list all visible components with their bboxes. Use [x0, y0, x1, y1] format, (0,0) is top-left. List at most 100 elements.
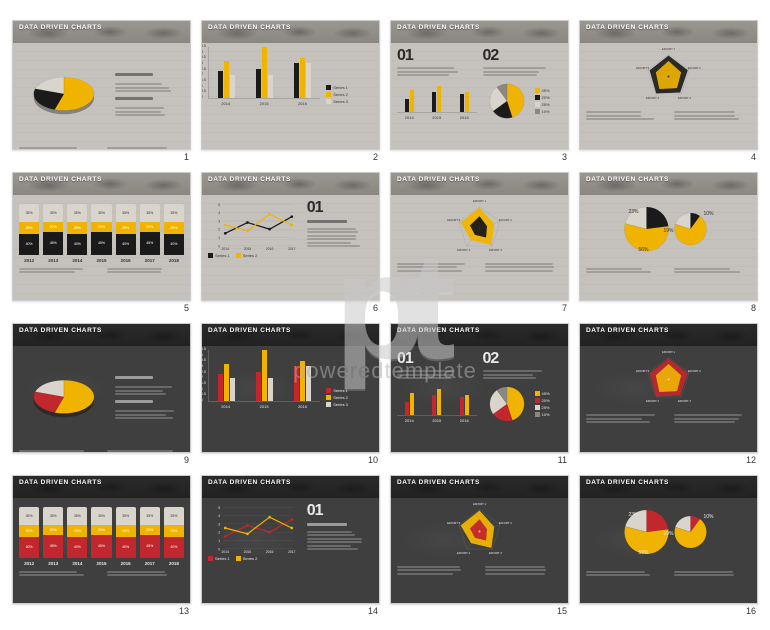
- svg-text:2016: 2016: [266, 549, 274, 553]
- slide-header: DATA DRIVEN CHARTS: [391, 21, 568, 43]
- slide-number: 15: [390, 604, 569, 618]
- svg-text:4: 4: [218, 211, 220, 215]
- svg-text:10%: 10%: [704, 211, 715, 217]
- slide-number: 4: [579, 150, 758, 164]
- slide-title: DATA DRIVEN CHARTS: [586, 176, 669, 183]
- slide-title: DATA DRIVEN CHARTS: [208, 176, 291, 183]
- svg-text:EFFORT 3: EFFORT 3: [489, 551, 502, 555]
- svg-text:2014: 2014: [222, 246, 230, 250]
- slide-number: 12: [579, 453, 758, 467]
- svg-text:23%: 23%: [629, 209, 640, 215]
- svg-text:EFFORT 3: EFFORT 3: [678, 399, 691, 403]
- slide-header: DATA DRIVEN CHARTS: [580, 324, 757, 346]
- svg-text:EFFORT 2: EFFORT 2: [499, 217, 512, 221]
- slide-header: DATA DRIVEN CHARTS: [13, 21, 190, 43]
- svg-text:EFFORT 3: EFFORT 3: [489, 248, 502, 252]
- svg-text:2: 2: [218, 530, 220, 534]
- slide-9[interactable]: DATA DRIVEN CHARTS: [12, 323, 191, 453]
- slide-title: DATA DRIVEN CHARTS: [19, 24, 102, 31]
- slide-13[interactable]: DATA DRIVEN CHARTS40%25%35%45%20%35%40%2…: [12, 475, 191, 605]
- slide-8[interactable]: DATA DRIVEN CHARTS23%56%19%10%: [579, 172, 758, 302]
- slide-title: DATA DRIVEN CHARTS: [19, 176, 102, 183]
- svg-text:EFFORT 2: EFFORT 2: [499, 520, 512, 524]
- slide-title: DATA DRIVEN CHARTS: [19, 479, 102, 486]
- slide-title: DATA DRIVEN CHARTS: [586, 479, 669, 486]
- slide-2[interactable]: DATA DRIVEN CHARTS00.511.522.533.544.520…: [201, 20, 380, 150]
- svg-text:0: 0: [218, 547, 220, 551]
- svg-text:EFFORT 1: EFFORT 1: [473, 199, 486, 203]
- svg-text:23%: 23%: [629, 512, 640, 518]
- svg-text:2015: 2015: [244, 549, 252, 553]
- slide-number: 1: [12, 150, 191, 164]
- slide-title: DATA DRIVEN CHARTS: [19, 327, 102, 334]
- svg-text:EFFORT 1: EFFORT 1: [662, 47, 675, 51]
- slide-header: DATA DRIVEN CHARTS: [202, 324, 379, 346]
- svg-text:1: 1: [218, 236, 220, 240]
- big-number: 02: [483, 47, 563, 65]
- big-number: 01: [397, 350, 477, 368]
- svg-text:EFFORT 5: EFFORT 5: [447, 520, 460, 524]
- slide-6[interactable]: DATA DRIVEN CHARTS0123452014201520162017…: [201, 172, 380, 302]
- slide-header: DATA DRIVEN CHARTS: [391, 173, 568, 195]
- slide-number: 8: [579, 301, 758, 315]
- heading: [115, 400, 153, 403]
- svg-text:1: 1: [218, 539, 220, 543]
- svg-text:3: 3: [218, 522, 220, 526]
- svg-text:2017: 2017: [288, 246, 296, 250]
- slide-header: DATA DRIVEN CHARTS: [580, 476, 757, 498]
- slide-15[interactable]: DATA DRIVEN CHARTSEFFORT 1EFFORT 2EFFORT…: [390, 475, 569, 605]
- heading: [115, 73, 153, 76]
- slide-title: DATA DRIVEN CHARTS: [208, 24, 291, 31]
- slide-title: DATA DRIVEN CHARTS: [208, 327, 291, 334]
- slide-number: 6: [201, 301, 380, 315]
- svg-text:4: 4: [218, 514, 220, 518]
- slide-number: 10: [201, 453, 380, 467]
- svg-text:10%: 10%: [704, 514, 715, 520]
- svg-text:2: 2: [218, 227, 220, 231]
- slide-3[interactable]: DATA DRIVEN CHARTS012014201520160245%20%…: [390, 20, 569, 150]
- slide-grid: DATA DRIVEN CHARTS 1 DATA DRIVEN CHARTS00.…: [0, 0, 770, 630]
- slide-header: DATA DRIVEN CHARTS: [202, 476, 379, 498]
- slide-header: DATA DRIVEN CHARTS: [202, 173, 379, 195]
- slide-5[interactable]: DATA DRIVEN CHARTS40%25%35%45%20%35%40%2…: [12, 172, 191, 302]
- slide-title: DATA DRIVEN CHARTS: [208, 479, 291, 486]
- svg-text:EFFORT 3: EFFORT 3: [678, 96, 691, 100]
- slide-header: DATA DRIVEN CHARTS: [13, 324, 190, 346]
- slide-12[interactable]: DATA DRIVEN CHARTS EFFORT 1 EFFORT 2 EFFORT…: [579, 323, 758, 453]
- slide-1[interactable]: DATA DRIVEN CHARTS: [12, 20, 191, 150]
- slide-header: DATA DRIVEN CHARTS: [391, 324, 568, 346]
- svg-text:19%: 19%: [663, 531, 674, 537]
- svg-text:0: 0: [218, 244, 220, 248]
- svg-text:EFFORT 2: EFFORT 2: [688, 369, 701, 373]
- slide-16[interactable]: DATA DRIVEN CHARTS 23% 56% 19% 10%: [579, 475, 758, 605]
- svg-text:EFFORT 5: EFFORT 5: [636, 66, 649, 70]
- slide-header: DATA DRIVEN CHARTS: [580, 173, 757, 195]
- slide-header: DATA DRIVEN CHARTS: [202, 21, 379, 43]
- slide-14[interactable]: DATA DRIVEN CHARTS0123452014201520162017…: [201, 475, 380, 605]
- slide-number: 16: [579, 604, 758, 618]
- svg-text:EFFORT 1: EFFORT 1: [473, 502, 486, 506]
- heading: [115, 376, 153, 379]
- svg-text:EFFORT 1: EFFORT 1: [662, 350, 675, 354]
- svg-text:EFFORT 5: EFFORT 5: [447, 217, 460, 221]
- slide-7[interactable]: DATA DRIVEN CHARTS EFFORT 1 EFFORT 2 EFFORT…: [390, 172, 569, 302]
- heading: [115, 97, 153, 100]
- slide-4[interactable]: DATA DRIVEN CHARTSEFFORT 1EFFORT 2EFFORT…: [579, 20, 758, 150]
- svg-text:EFFORT 4: EFFORT 4: [457, 551, 470, 555]
- slide-10[interactable]: DATA DRIVEN CHARTS00.511.522.533.544.520…: [201, 323, 380, 453]
- svg-text:56%: 56%: [639, 550, 650, 556]
- big-number: 01: [397, 47, 477, 65]
- slide-number: 14: [201, 604, 380, 618]
- slide-number: 9: [12, 453, 191, 467]
- slide-title: DATA DRIVEN CHARTS: [397, 327, 480, 334]
- slide-number: 5: [12, 301, 191, 315]
- svg-text:3: 3: [218, 219, 220, 223]
- svg-text:EFFORT 4: EFFORT 4: [646, 96, 659, 100]
- svg-text:5: 5: [218, 202, 220, 206]
- big-number: 02: [483, 350, 563, 368]
- svg-text:2016: 2016: [266, 246, 274, 250]
- slide-header: DATA DRIVEN CHARTS: [13, 476, 190, 498]
- slide-11[interactable]: DATA DRIVEN CHARTS012014201520160245%20%…: [390, 323, 569, 453]
- svg-text:EFFORT 5: EFFORT 5: [636, 369, 649, 373]
- slide-title: DATA DRIVEN CHARTS: [397, 24, 480, 31]
